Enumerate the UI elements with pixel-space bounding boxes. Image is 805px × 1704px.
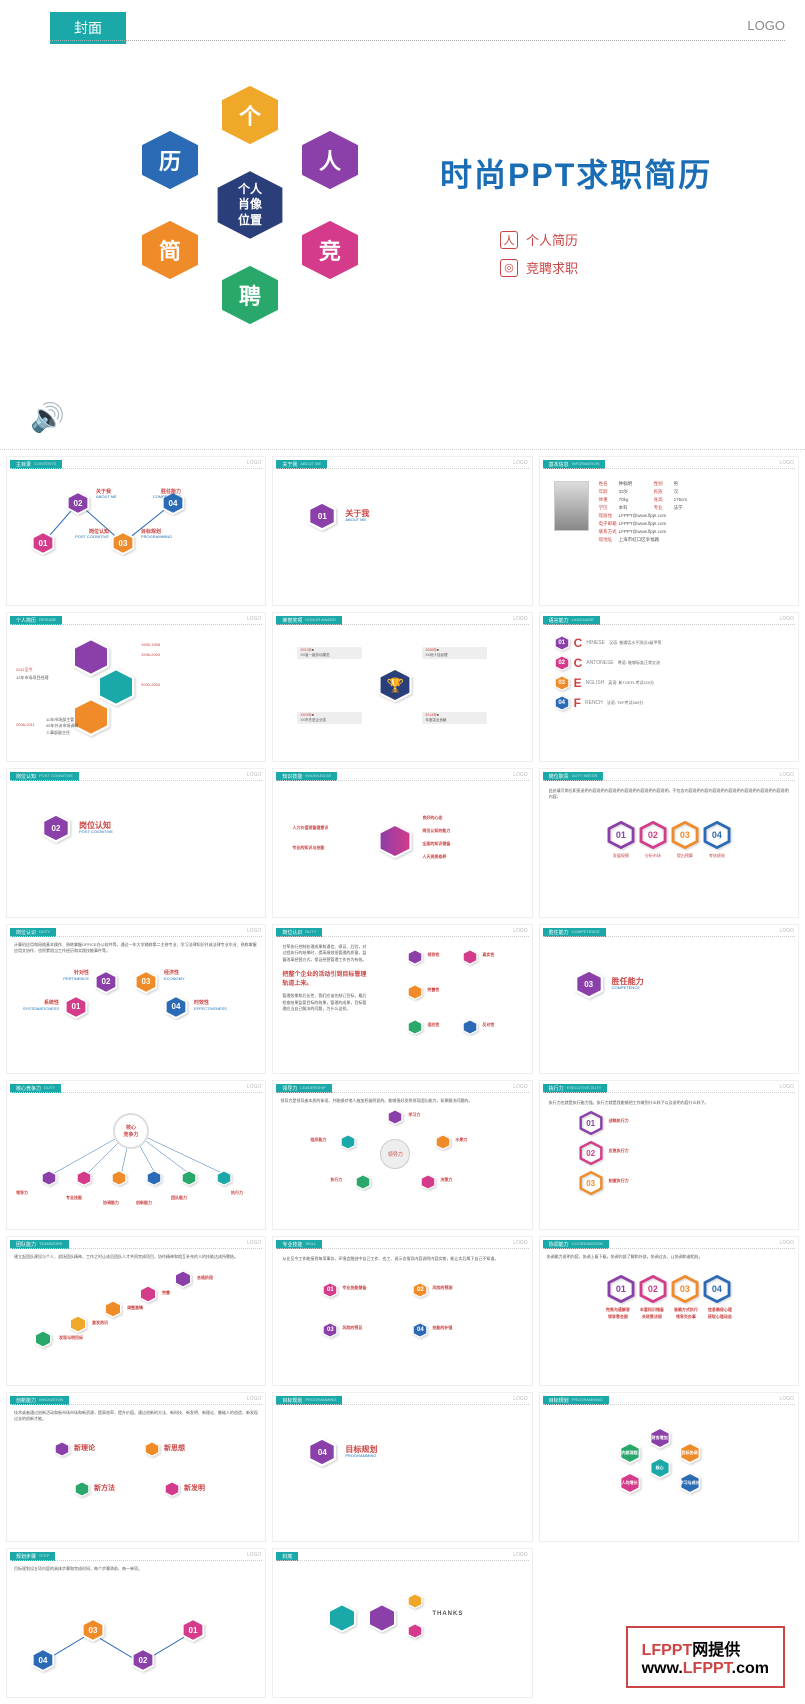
section-hex: 02: [41, 813, 71, 843]
cover-sub2: ◎ 竞聘求职: [500, 258, 578, 277]
slide-innovation: 创新能力INNOVATION LOGO 技术或者通过创新活动和新市场市场和新资源…: [6, 1392, 266, 1542]
section-hex: 01: [307, 501, 337, 531]
slide-skill: 专业技能SKILL LOGO 从业至今工作能接到每项事务，环境会融创中自己工作、…: [272, 1236, 532, 1386]
hex-5: 历: [135, 125, 205, 195]
slide-section-02: 岗位认知POST COGNITIVE LOGO 02 岗位认知POST COGN…: [6, 768, 266, 918]
slide-leadership: 领导力LEADERSHIP LOGO 领导力是领导者本质的体现，并能够对他人施加…: [272, 1080, 532, 1230]
award-box: 2001年■XX省一级劳动模范: [297, 647, 362, 659]
cover-logo: LOGO: [747, 18, 785, 33]
slide-section-03: 胜任能力COMPETENCE LOGO 03 胜任能力COMPETENCE: [539, 924, 799, 1074]
slide-programming: 目标规划PROGRAMMING LOGO 核心 财务增加 内部流程 人均增长 目…: [539, 1392, 799, 1542]
award-box: 2008年■XX地十佳经理: [422, 647, 487, 659]
lang-row: 01CHINESE汉语: 普通话水平测试1级甲等: [554, 635, 784, 651]
hex-item: 03: [671, 821, 699, 849]
hex-cluster: 个 人 竞 聘 简 历 个人 肖像 位置: [120, 80, 380, 340]
hex-center: 个人 肖像 位置: [210, 165, 290, 245]
lang-row: 03ENGLISH英语: 新TOEFL考试120分: [554, 675, 784, 691]
thumbnail-grid: 主目录CONTENTS LOGO 01 02 03 04 关于我ABOUT ME…: [0, 450, 805, 1704]
slide-section-04: 目标规划PROGRAMMING LOGO 04 目标规划PROGRAMMING: [272, 1392, 532, 1542]
slide-coordination: 协调能力COORDINATION LOGO 协调能力说明内容，协调上级下级，协调…: [539, 1236, 799, 1386]
lang-row: 02CANTONESE粤语: 能够标准正常交流: [554, 655, 784, 671]
hex-0: 个: [215, 80, 285, 150]
slide-knowledge: 知识技能KNOWLEDGE LOGO 人力价值观管理意识 专业的知识与技能 良好…: [272, 768, 532, 918]
core-circle: 核心 竞争力: [113, 1113, 149, 1149]
section-hex: 03: [574, 969, 604, 999]
hex-item: 04: [703, 821, 731, 849]
award-center: 🏆: [377, 667, 413, 703]
lang-row: 04FRENCH法语: TEF考试350分: [554, 695, 784, 711]
cover-sub1: 人 个人简历: [500, 230, 578, 249]
slide-logo: LOGO: [247, 460, 261, 466]
cover-dotline: [50, 40, 785, 41]
slide-teamwork: 团队能力TEAMWORK LOGO 建立起团队建设与个人、战场团队精神，工作之时…: [6, 1236, 266, 1386]
hex-item: 02: [66, 491, 90, 515]
hex-item: 01: [31, 531, 55, 555]
hex-3: 聘: [215, 260, 285, 330]
slide-duty-needs: 岗位职责DUTY NEEDS LOGO 此处填写岗位职责说明内容说明内容说明内容…: [539, 768, 799, 918]
hex-item: 01: [607, 821, 635, 849]
target-icon: ◎: [500, 259, 518, 277]
award-box: 2003年■XX市先进企业奖: [297, 712, 362, 724]
slide-section-01: 关于我ABOUT ME LOGO 01 关于我ABOUT ME: [272, 456, 532, 606]
slide-step: 规划步骤STEP LOGO 目标规划设五项内容的具体步骤和完成时间，每个步骤承前…: [6, 1548, 266, 1698]
period-label: 2011至今: [16, 667, 33, 673]
award-box: 2014年■年度突出贡献: [422, 712, 487, 724]
speaker-icon: 🔊: [30, 401, 65, 434]
slide-executive: 执行力EXECUTIVE DUTY LOGO 执行力也就是执行能力强。执行力就是…: [539, 1080, 799, 1230]
hex-item: 02: [639, 821, 667, 849]
hex-row: 01 02 03 04: [549, 821, 789, 849]
cover-slide: 封面 LOGO 个 人 竞 聘 简 历 个人 肖像 位置: [0, 0, 805, 450]
slide-duty-quad: 岗位认识DUTY LOGO 计算机应用和网络基本操作、熟练掌握OFFICE办公软…: [6, 924, 266, 1074]
slide-awards: 荣誉奖项HONOR AWARD LOGO 🏆 2001年■XX省一级劳动模范 2…: [272, 612, 532, 762]
slide-language: 语言能力LANGUAGE LOGO 01CHINESE汉语: 普通话水平测试1级…: [539, 612, 799, 762]
hex-1: 人: [295, 125, 365, 195]
slide-duty-target: 岗位认识DUTY LOGO 甘草执行控制处理成果和通信、绩证、后验，对过程执行的…: [272, 924, 532, 1074]
hex-2: 竞: [295, 215, 365, 285]
photo-placeholder: [554, 481, 589, 531]
slide-resume: 个人简历RESUME LOGO 2011至今 12年市场项目经理 1995-19…: [6, 612, 266, 762]
knowledge-hex: [377, 823, 413, 859]
slide-contents: 主目录CONTENTS LOGO 01 02 03 04 关于我ABOUT ME…: [6, 456, 266, 606]
hex-4: 简: [135, 215, 205, 285]
section-hex: 04: [307, 1437, 337, 1467]
slide-info: 基本信息INFORMATION LOGO 姓名钟翰明性别男 年龄33岁民族汉 体…: [539, 456, 799, 606]
watermark: LFPPT网提供 www.LFPPT.com: [626, 1626, 785, 1688]
info-table: 姓名钟翰明性别男 年龄33岁民族汉 体重70kg身高175cm 学历本科专业法学…: [599, 481, 709, 591]
person-icon: 人: [500, 231, 518, 249]
hex-item: 03: [111, 531, 135, 555]
slide-core: 核心竞争力DUTY LOGO 核心 竞争力 领导力 专业技能 协调能力 执行力 …: [6, 1080, 266, 1230]
slide-thanks: 封底 LOGO THANKS: [272, 1548, 532, 1698]
slide-body: 01 02 03 04 关于我ABOUT ME 岗位认知POST COGNITI…: [11, 471, 261, 601]
cover-title: 时尚PPT求职简历: [440, 150, 712, 196]
